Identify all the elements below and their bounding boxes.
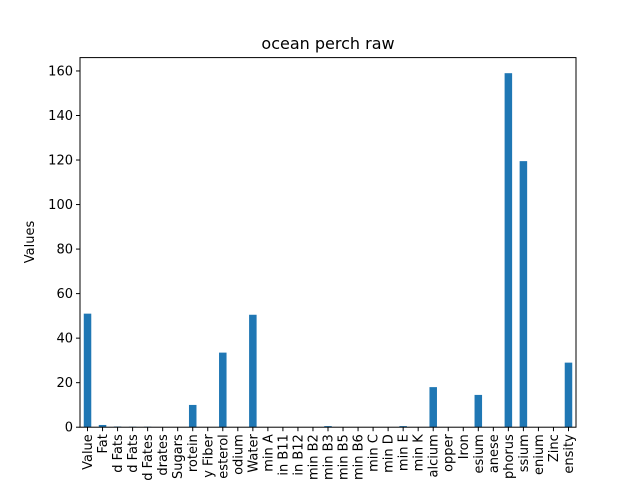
bar-series <box>83 73 573 428</box>
x-tick-label: min B6 <box>352 434 367 480</box>
x-tick-label: Fat <box>96 434 111 453</box>
bar <box>324 426 332 428</box>
y-tick-label: 80 <box>56 243 73 258</box>
bar <box>504 73 513 428</box>
x-tick-label: min E <box>397 434 412 471</box>
x-tick-label: ensity <box>562 434 577 474</box>
bar <box>219 352 227 428</box>
x-tick-label: Value <box>81 434 96 470</box>
y-tick-label: 40 <box>56 332 73 347</box>
x-tick-label: d Fats <box>126 434 141 473</box>
x-tick-label: min B5 <box>337 434 352 480</box>
x-tick-label: ssium <box>517 434 532 472</box>
y-tick-label: 20 <box>56 376 73 391</box>
bar <box>399 426 407 428</box>
y-tick-label: 100 <box>48 198 73 213</box>
x-tick-label: esium <box>472 434 487 473</box>
x-tick-label: min B3 <box>322 434 337 480</box>
bar <box>188 404 197 428</box>
x-tick-label: alcium <box>427 434 442 477</box>
x-axis-ticks: Value Fat d Fats d Fats d Fates drates Sugars r… <box>81 427 577 480</box>
x-tick-label: Zinc <box>547 434 562 462</box>
x-tick-label: d Fats <box>111 434 126 473</box>
x-tick-label: esterol <box>216 434 231 479</box>
x-tick-label: rotein <box>186 434 201 472</box>
x-tick-label: min B2 <box>306 434 321 480</box>
plot-frame <box>79 57 577 428</box>
bar <box>429 387 437 428</box>
x-tick-label: min A <box>261 434 276 472</box>
bar <box>474 394 483 428</box>
x-tick-label: anese <box>487 434 502 473</box>
x-tick-label: d Fates <box>141 434 156 480</box>
x-tick-label: odium <box>231 434 246 475</box>
x-tick-label: phorus <box>502 434 517 479</box>
x-tick-label: min D <box>382 434 397 473</box>
bar <box>249 314 257 428</box>
x-tick-label: opper <box>442 434 457 472</box>
bar <box>83 313 92 428</box>
y-tick-label: 0 <box>65 421 73 436</box>
x-tick-label: enium <box>532 434 547 475</box>
bar <box>519 161 528 428</box>
x-tick-label: Iron <box>457 434 472 459</box>
x-tick-label: Sugars <box>171 434 186 479</box>
chart-title: ocean perch raw <box>261 34 394 53</box>
x-tick-label: in B11 <box>276 434 291 475</box>
x-tick-label: Water <box>246 434 261 473</box>
x-tick-label: drates <box>156 434 171 476</box>
x-tick-label: y Fiber <box>201 434 216 478</box>
y-tick-label: 60 <box>56 287 73 302</box>
y-axis-label: Values <box>23 221 38 264</box>
y-axis-ticks: 0 20 40 60 80 100 120 140 160 <box>48 64 80 436</box>
bar <box>98 424 107 428</box>
x-tick-label: min C <box>367 434 382 472</box>
y-tick-label: 140 <box>48 109 73 124</box>
bar <box>564 362 573 428</box>
y-tick-label: 120 <box>48 154 73 169</box>
x-tick-label: min K <box>412 434 427 472</box>
y-tick-label: 160 <box>48 64 73 79</box>
x-tick-label: in B12 <box>291 434 306 475</box>
